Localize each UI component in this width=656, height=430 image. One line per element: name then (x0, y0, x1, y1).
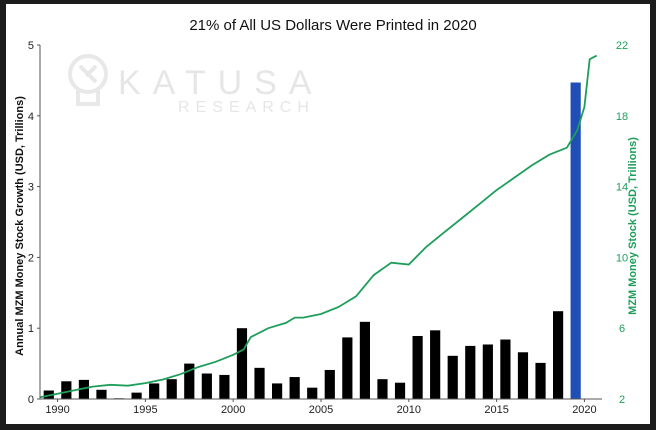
watermark-brand: KATUSA (118, 64, 324, 102)
bar (377, 379, 388, 399)
bar (500, 339, 511, 399)
watermark-sub: RESEARCH (178, 99, 315, 116)
bar (482, 344, 493, 399)
y-tick-label: 4 (28, 111, 34, 123)
bar (254, 367, 265, 399)
y2-tick-label: 22 (616, 40, 628, 52)
bar (324, 369, 335, 399)
y2-tick-label: 10 (616, 252, 628, 264)
y2-tick-label: 14 (616, 182, 628, 194)
bar (535, 362, 546, 399)
y-axis-label: Annual MZM Money Stock Growth (USD, Tril… (14, 96, 26, 356)
y2-tick-label: 6 (619, 323, 625, 335)
y2-axis-label: MZM Money Stock (USD, Trillions) (627, 137, 639, 315)
bar (289, 377, 300, 399)
watermark: KATUSA RESEARCH (68, 54, 324, 116)
y2-tick-label: 18 (616, 111, 628, 123)
bar (394, 382, 406, 399)
bar-2020 (570, 82, 581, 400)
chart-frame: KATUSA RESEARCH 21% of All US Dollars We… (6, 4, 650, 424)
y-tick-label: 5 (28, 40, 34, 52)
y-tick-label: 2 (28, 252, 34, 264)
x-tick-label: 1995 (133, 404, 157, 416)
bar (184, 363, 195, 399)
x-ticks: 1990 1995 2000 2005 2010 2015 2020 (45, 399, 597, 416)
bar (430, 330, 441, 399)
x-tick-label: 2005 (309, 404, 333, 416)
bar (342, 337, 353, 399)
y-tick-label: 3 (28, 182, 34, 194)
bar (307, 387, 318, 399)
bar (166, 379, 177, 399)
bulb-logo-icon (68, 54, 108, 106)
bar (149, 383, 160, 399)
x-tick-label: 2015 (484, 404, 508, 416)
chart-svg: KATUSA RESEARCH 21% of All US Dollars We… (14, 17, 639, 416)
y2-tick-label: 2 (619, 394, 625, 406)
y-tick-label: 1 (28, 323, 34, 335)
bar (78, 379, 89, 399)
x-tick-label: 2020 (572, 404, 596, 416)
bar (236, 328, 248, 399)
y-ticks: 0 1 2 3 4 5 (28, 40, 40, 406)
bar (447, 355, 458, 399)
x-tick-label: 2010 (397, 404, 421, 416)
bar (359, 321, 370, 399)
bar (272, 383, 283, 399)
x-tick-label: 2000 (221, 404, 245, 416)
bar (412, 335, 423, 399)
bar (61, 381, 72, 399)
bar (465, 345, 476, 399)
bar (219, 374, 230, 399)
bar (201, 373, 212, 399)
x-tick-label: 1990 (45, 404, 69, 416)
y-tick-label: 0 (28, 394, 34, 406)
y2-ticks: 2 6 10 14 18 22 (616, 40, 628, 406)
chart-title: 21% of All US Dollars Were Printed in 20… (189, 17, 476, 34)
bar (553, 311, 564, 399)
bar (517, 352, 529, 399)
bar (96, 389, 107, 399)
bar-series (43, 82, 581, 400)
mzm-stock-line (39, 54, 598, 399)
bar (131, 392, 142, 399)
